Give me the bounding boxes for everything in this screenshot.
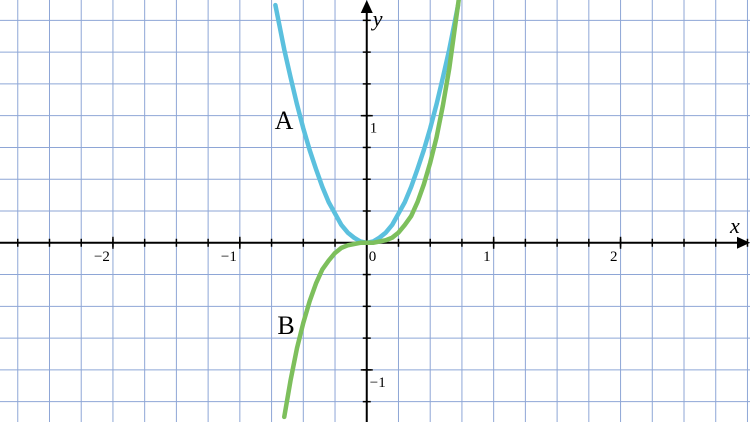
x-tick-label: −2	[94, 249, 110, 265]
x-tick-label: 2	[610, 249, 618, 265]
x-axis-label: x	[729, 213, 740, 238]
x-tick-label: 1	[483, 249, 491, 265]
curve-label: A	[275, 106, 294, 135]
y-arrow	[360, 0, 373, 13]
y-tick-label: −1	[370, 375, 386, 391]
y-tick-label: 1	[370, 121, 378, 137]
x-arrow	[737, 236, 750, 249]
x-tick-label: −1	[221, 249, 237, 265]
curve	[282, 0, 461, 420]
curves	[273, 0, 461, 420]
labels: A B	[275, 106, 295, 340]
x-tick-label: 0	[369, 249, 377, 265]
curve-label: B	[277, 311, 294, 340]
y-axis-label: y	[371, 6, 383, 31]
